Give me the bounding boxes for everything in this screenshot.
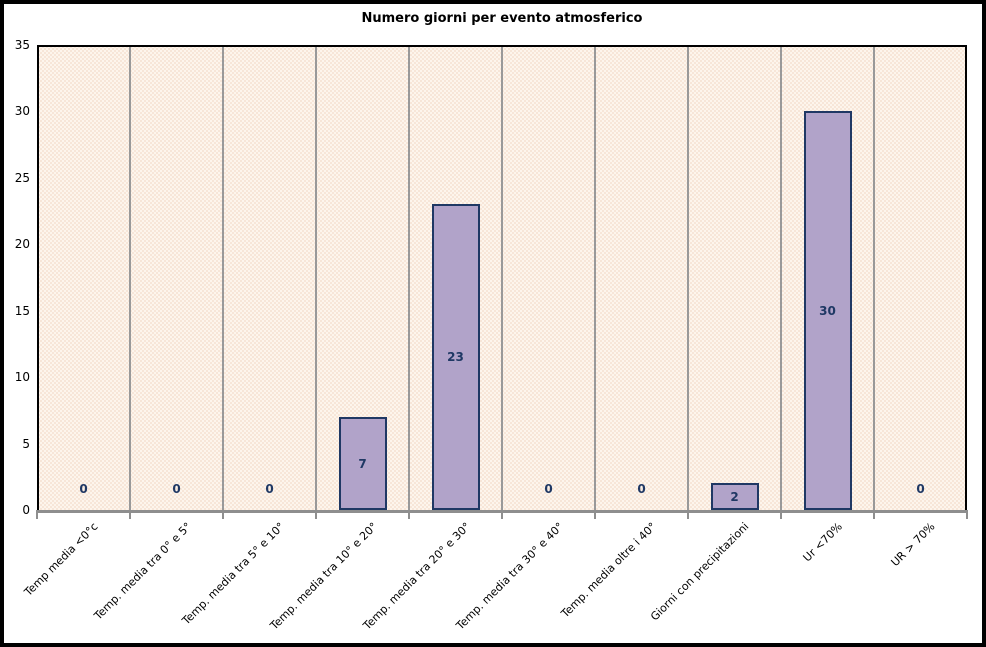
bar-value-label: 2 [730,489,739,504]
bar [803,111,852,510]
category-separator-line [873,47,875,510]
x-axis-category-label: UR > 70% [888,520,938,570]
bar-value-label: 7 [358,456,367,471]
x-axis-tick [780,510,782,519]
bar [338,417,387,510]
bar-value-label: 0 [916,482,925,496]
chart-title: Numero giorni per evento atmosferico [361,11,643,26]
x-axis-category-label: Temp. media tra 10° e 20° [267,520,380,633]
y-axis-tick-label: 25 [14,170,30,185]
category-separator-line [687,47,689,510]
x-axis-tick [129,510,131,519]
y-axis-tick-label: 20 [14,237,30,252]
y-axis-tick-label: 30 [14,104,30,119]
x-axis-category-label: Temp. media tra 0° e 5° [91,520,194,623]
x-axis-category-label: Temp. media oltre i 40° [558,520,659,621]
bar-value-label: 0 [265,482,274,496]
category-separator-line [129,47,131,510]
bar-value-label: 30 [819,303,836,318]
x-axis-category-label: Temp media <0°c [21,520,101,599]
bar [431,204,480,510]
x-axis-tick [687,510,689,519]
y-axis-tick-label: 35 [14,38,30,52]
y-axis-tick-label: 10 [14,370,30,385]
x-axis-tick [501,510,503,519]
category-separator-line [780,47,782,510]
y-axis-tick-label: 0 [22,503,30,517]
bar-value-label: 0 [637,482,646,496]
x-axis-tick [966,510,968,519]
x-axis-category-label: Giorni con precipitazioni [648,520,752,624]
category-separator-line [315,47,317,510]
y-axis-tick-label: 15 [14,303,30,318]
x-axis-category-label: Temp. media tra 20° e 30° [360,520,473,633]
bar-value-label: 23 [447,350,464,365]
category-separator-line [594,47,596,510]
category-separator-line [501,47,503,510]
bar-value-label: 0 [544,482,553,496]
x-axis-tick [36,510,38,519]
bar [710,483,759,510]
x-axis-tick [873,510,875,519]
x-axis-tick [408,510,410,519]
x-axis-category-label: Ur <70% [800,520,845,565]
x-axis-tick [594,510,596,519]
x-axis-tick [222,510,224,519]
bar-value-label: 0 [172,482,181,496]
category-separator-line [408,47,410,510]
y-axis-tick-label: 5 [22,436,30,451]
x-axis-category-label: Temp. media tra 30° e 40° [453,520,566,633]
x-axis-tick [315,510,317,519]
x-axis-category-label: Temp. media tra 5° e 10° [179,520,287,628]
bar-value-label: 0 [79,482,88,496]
category-separator-line [222,47,224,510]
